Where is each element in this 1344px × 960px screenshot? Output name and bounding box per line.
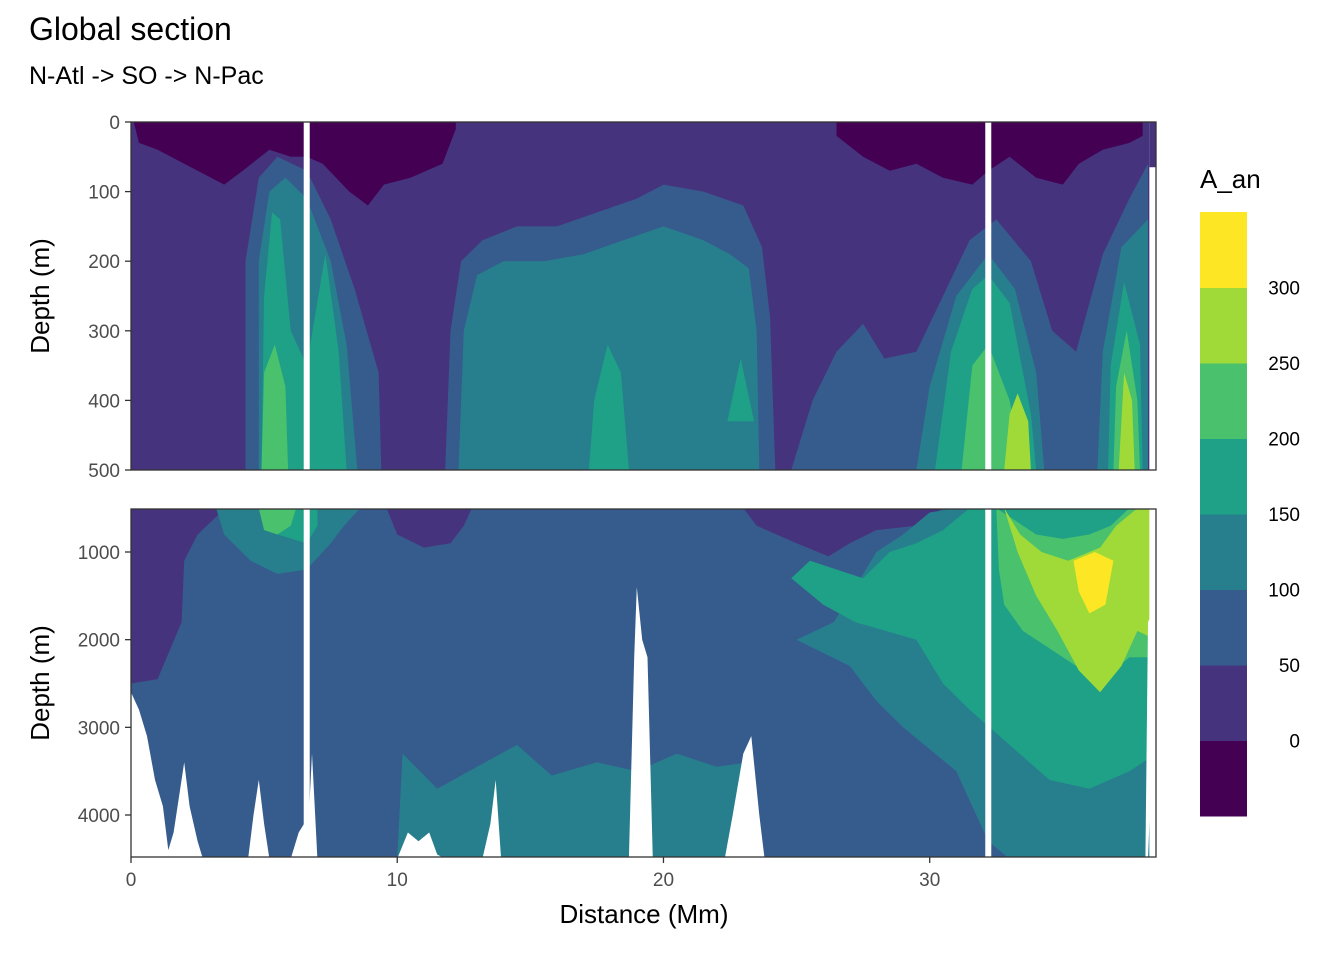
upper-panel: 0 100 200 300 400 500 (88, 113, 1157, 482)
lower-y-tick-label-3: 4000 (78, 806, 120, 827)
lower-field (131, 509, 1156, 857)
legend-swatch-6 (1200, 287, 1247, 364)
x-tick-label-3: 30 (919, 870, 940, 891)
legend-swatch-1 (1200, 665, 1247, 741)
lower-panel: 1000 2000 3000 4000 (78, 508, 1157, 858)
upper-panel-border (130, 121, 1157, 471)
upper-right-edge-blank (1149, 122, 1156, 470)
legend-swatch-3 (1200, 514, 1247, 590)
upper-data-gap-0 (303, 122, 310, 470)
lower-y-tick-label-0: 1000 (78, 543, 120, 564)
upper-contour-band-17 (1004, 393, 1031, 470)
x-axis-label: Distance (Mm) (559, 899, 728, 929)
lower-contour-band-4 (397, 744, 757, 857)
upper-y-tick-label-0: 0 (109, 113, 120, 134)
upper-y-tick-label-4: 400 (88, 391, 120, 412)
lower-panel-border (130, 508, 1157, 858)
upper-data-gap-1 (985, 122, 992, 470)
x-tick-label-2: 20 (653, 870, 674, 891)
x-tick-label-1: 10 (387, 870, 408, 891)
upper-field (131, 122, 1156, 470)
legend-swatch-4 (1200, 438, 1247, 515)
upper-y-tick-label-3: 300 (88, 322, 120, 343)
chart-title: Global section (29, 11, 232, 47)
lower-contour-band-3 (216, 509, 360, 574)
upper-contour-band-0 (133, 122, 456, 206)
lower-data-gap-0 (303, 509, 310, 857)
lower-y-tick-label-1: 2000 (78, 631, 120, 652)
lower-data-gap-1 (985, 509, 992, 857)
legend-swatch-2 (1200, 589, 1247, 666)
legend-label-6: 300 (1268, 279, 1300, 300)
upper-contour-band-18 (1118, 372, 1135, 470)
lower-contour-band-10 (1004, 509, 1156, 693)
lower-contour-band-1 (386, 509, 472, 548)
lower-seafloor (131, 587, 1156, 857)
legend-label-1: 50 (1279, 656, 1300, 677)
upper-contour-band-11 (727, 358, 754, 422)
legend-swatch-5 (1200, 363, 1247, 439)
legend-title: A_an (1200, 164, 1261, 194)
x-axis-ticks: 0 10 20 30 (126, 857, 940, 891)
lower-contour-band-11 (1073, 552, 1114, 614)
upper-right-edge-column (1149, 122, 1156, 168)
lower-contour-band-0 (131, 509, 224, 684)
upper-y-tick-label-2: 200 (88, 252, 120, 273)
upper-contour-band-14 (261, 344, 289, 470)
legend-swatch-0 (1200, 740, 1247, 817)
legend-label-5: 250 (1268, 354, 1300, 375)
legend-label-0: 0 (1289, 732, 1300, 753)
chart-subtitle: N-Atl -> SO -> N-Pac (29, 62, 264, 90)
lower-contour-band-2 (743, 509, 942, 557)
color-legend: A_an 0 50 100 150 200 250 300 (1200, 164, 1300, 817)
lower-y-tick-label-2: 3000 (78, 718, 120, 739)
lower-right-edge-blank (1149, 509, 1156, 857)
upper-y-tick-label-5: 500 (88, 461, 120, 482)
legend-label-4: 200 (1268, 430, 1300, 451)
lower-contour-band-8 (258, 509, 296, 535)
legend-label-3: 150 (1268, 505, 1300, 526)
y-axis-label-upper: Depth (m) (25, 238, 55, 354)
legend-label-2: 100 (1268, 581, 1300, 602)
legend-swatch-7 (1200, 212, 1247, 288)
upper-y-tick-label-1: 100 (88, 183, 120, 204)
x-tick-label-0: 0 (126, 870, 137, 891)
y-axis-label-lower: Depth (m) (25, 625, 55, 741)
upper-contour-band-10 (588, 344, 629, 470)
legend-colorbar: 0 50 100 150 200 250 300 (1200, 212, 1300, 817)
